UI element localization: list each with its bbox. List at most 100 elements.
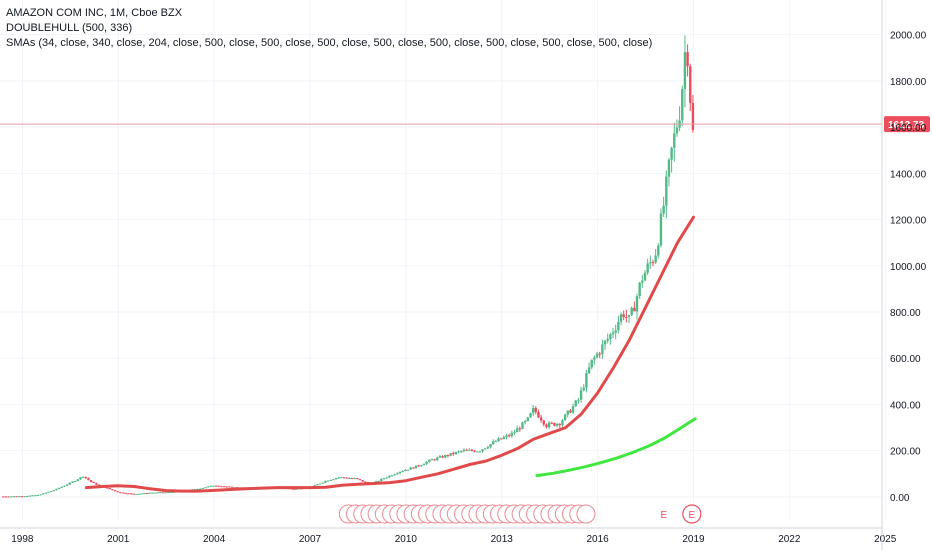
candle-body: [417, 465, 420, 467]
candle-body: [71, 481, 74, 483]
candle-body: [111, 489, 114, 491]
candle-body: [627, 315, 631, 318]
candle-body: [201, 487, 205, 489]
candle-body: [20, 496, 24, 498]
candle-body: [31, 495, 34, 497]
candle-body: [380, 478, 383, 481]
candle-body: [630, 307, 633, 316]
candle-body: [513, 432, 516, 434]
candle-body: [446, 455, 450, 457]
candle-body: [484, 448, 487, 450]
candle-body: [55, 488, 58, 491]
candle-body: [393, 474, 396, 476]
earnings-layer: EE: [338, 504, 702, 524]
candle-body: [529, 413, 532, 418]
candle-body: [137, 493, 141, 495]
candle-body: [361, 480, 364, 482]
candle-body: [585, 373, 588, 388]
candle-body: [44, 492, 48, 494]
candle-body: [673, 133, 676, 148]
candle-body: [425, 461, 428, 465]
candle-body: [603, 340, 607, 345]
y-tick-label: 800.00: [890, 308, 921, 319]
candle-body: [207, 486, 210, 488]
indicator-doublehull: DOUBLEHULL (500, 336): [6, 22, 133, 34]
candle-body: [502, 437, 506, 439]
candle-body: [686, 52, 689, 67]
candle-body: [444, 455, 447, 458]
candle-body: [113, 490, 117, 492]
candle-body: [518, 428, 522, 430]
candle-body: [73, 480, 77, 482]
candle-body: [651, 262, 655, 264]
x-tick-label: 2013: [491, 534, 514, 545]
candle-body: [611, 332, 615, 335]
last-price-label: 1612.73: [888, 120, 925, 131]
candle-body: [167, 492, 170, 494]
candle-body: [625, 316, 628, 318]
candle-body: [406, 469, 410, 471]
candle-body: [526, 417, 530, 421]
candle-body: [196, 488, 199, 490]
candle-body: [550, 422, 553, 424]
candle-body: [199, 488, 202, 490]
candle-body: [129, 493, 133, 495]
candle-body: [478, 451, 482, 453]
candle-body: [63, 485, 66, 487]
candle-body: [292, 488, 295, 490]
candle-body: [124, 492, 127, 494]
price-line-layer: 1612.73: [0, 116, 930, 133]
candle-body: [7, 496, 10, 498]
candle-body: [39, 494, 42, 496]
candle-body: [236, 487, 239, 489]
candle-body: [97, 484, 101, 486]
candle-body: [654, 255, 657, 263]
candle-body: [353, 478, 356, 480]
candle-body: [345, 477, 348, 479]
candle-body: [667, 159, 671, 177]
candle-body: [593, 357, 596, 360]
candle-body: [619, 314, 623, 322]
candle-body: [659, 213, 663, 246]
candle-body: [689, 66, 692, 103]
candle-body: [643, 272, 647, 281]
candle-body: [531, 407, 535, 414]
candle-body: [691, 102, 695, 130]
earnings-marker-label: E: [689, 510, 696, 521]
candle-body: [460, 451, 463, 453]
x-tick-label: 2007: [299, 534, 322, 545]
candle-body: [521, 422, 524, 430]
candle-body: [385, 477, 388, 479]
candle-body: [223, 486, 226, 488]
chart-title: AMAZON COM INC, 1M, Cboe BZX: [6, 7, 183, 19]
y-tick-label: 1200.00: [890, 216, 927, 227]
candle-body: [414, 465, 418, 469]
candle-body: [449, 453, 452, 456]
candle-body: [84, 476, 87, 479]
candle-body: [638, 282, 641, 297]
candle-body: [161, 492, 165, 494]
candle-body: [92, 481, 95, 484]
candle-body: [127, 493, 130, 495]
candle-body: [156, 492, 159, 494]
candle-body: [321, 482, 324, 484]
candle-body: [563, 414, 567, 421]
candle-body: [494, 441, 498, 443]
candle-body: [553, 422, 556, 426]
candle-body: [377, 480, 380, 482]
candle-body: [486, 447, 490, 449]
candle-body: [590, 359, 593, 368]
candle-body: [41, 493, 45, 495]
candle-body: [505, 435, 508, 438]
candle-body: [388, 475, 391, 478]
candle-body: [340, 477, 343, 479]
candle-body: [534, 407, 538, 412]
candle-body: [428, 459, 431, 462]
earnings-marker-label: E: [661, 510, 668, 521]
candle-body: [558, 423, 561, 425]
candle-body: [52, 490, 55, 492]
candle-body: [635, 296, 639, 312]
candle-body: [212, 485, 215, 487]
